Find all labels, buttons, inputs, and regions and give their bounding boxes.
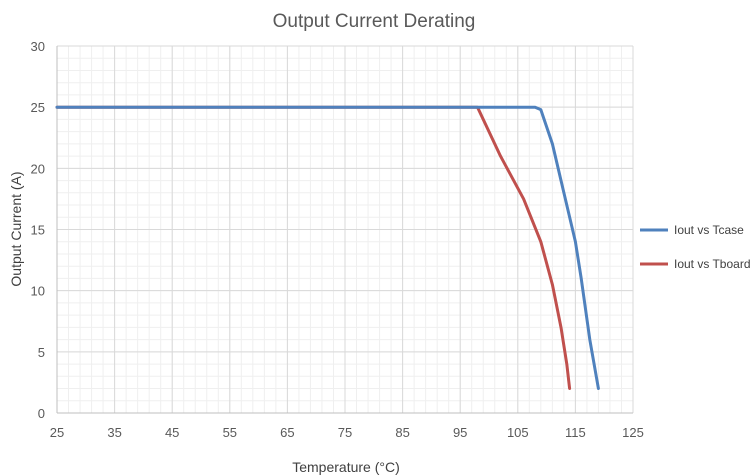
x-tick-label: 45 bbox=[165, 425, 179, 440]
y-tick-label: 25 bbox=[31, 100, 45, 115]
y-tick-label: 10 bbox=[31, 284, 45, 299]
x-tick-label: 115 bbox=[565, 425, 586, 440]
series-line-iout-vs-tcase bbox=[55, 105, 600, 390]
x-tick-label: 75 bbox=[338, 425, 352, 440]
x-tick-label: 85 bbox=[395, 425, 409, 440]
major-gridlines bbox=[56, 45, 634, 414]
y-tick-label: 30 bbox=[31, 39, 45, 54]
legend-label-iout-vs-tcase: Iout vs Tcase bbox=[674, 223, 744, 237]
series-line-iout-vs-tboard bbox=[55, 105, 572, 390]
y-tick-label: 20 bbox=[31, 161, 45, 176]
y-axis-label: Output Current (A) bbox=[8, 171, 24, 286]
x-tick-label: 55 bbox=[223, 425, 237, 440]
x-tick-label: 25 bbox=[50, 425, 64, 440]
x-tick-label: 65 bbox=[280, 425, 294, 440]
x-tick-label: 105 bbox=[507, 425, 529, 440]
chart-title: Output Current Derating bbox=[273, 11, 476, 32]
series-layer bbox=[55, 105, 600, 390]
legend-label-iout-vs-tboard: Iout vs Tboard bbox=[674, 257, 751, 271]
x-tick-label: 125 bbox=[622, 425, 644, 440]
legend: Iout vs Tcase Iout vs Tboard bbox=[640, 223, 751, 271]
y-tick-label: 15 bbox=[31, 223, 45, 238]
y-tick-label: 5 bbox=[38, 345, 45, 360]
x-tick-label: 95 bbox=[453, 425, 467, 440]
x-tick-label: 35 bbox=[107, 425, 121, 440]
x-axis-label: Temperature (°C) bbox=[292, 459, 400, 475]
tick-labels: 25 35 45 55 65 75 85 95 105 115 125 0 5 10 15 20 25 30 bbox=[31, 39, 644, 440]
y-tick-label: 0 bbox=[38, 406, 45, 421]
